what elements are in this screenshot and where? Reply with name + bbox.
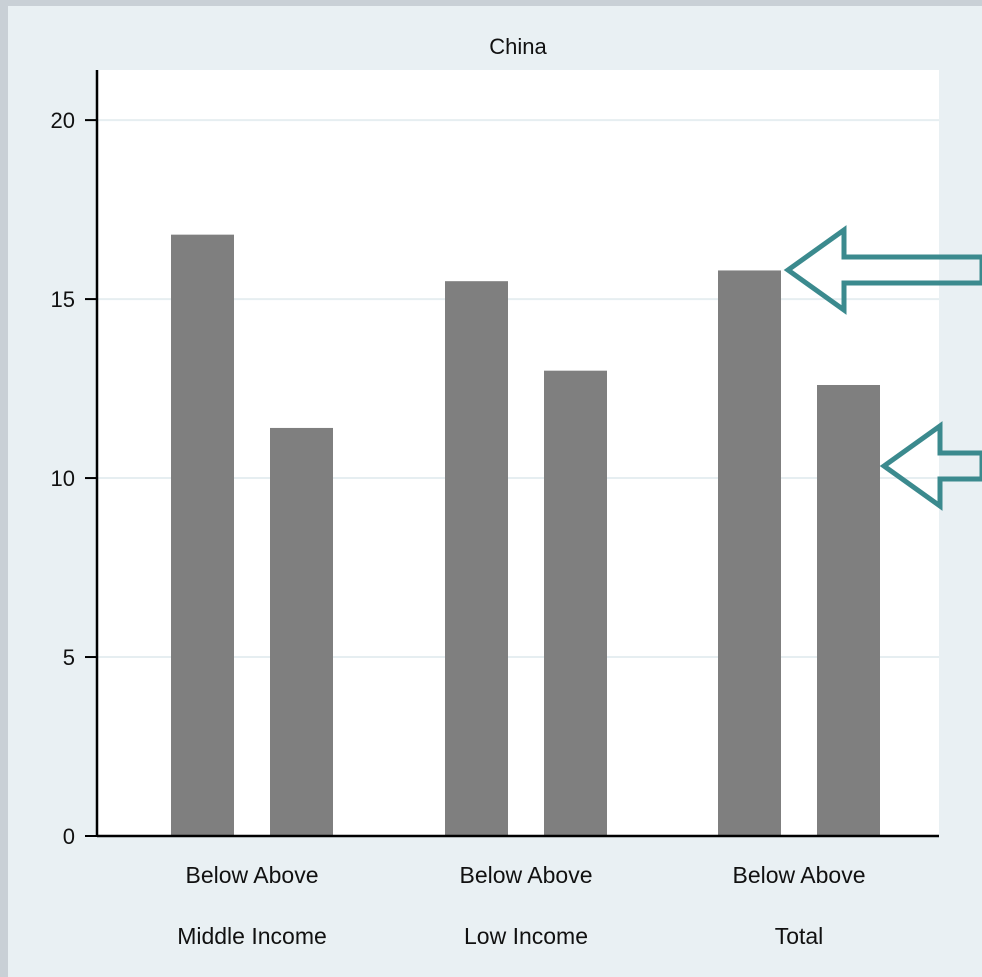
y-tick-label: 10 bbox=[51, 466, 75, 491]
chart-title: China bbox=[489, 34, 547, 59]
bar-sublabels: Below Above bbox=[460, 862, 593, 888]
y-tick-label: 5 bbox=[63, 645, 75, 670]
bar-sublabels: Below Above bbox=[733, 862, 866, 888]
bar bbox=[817, 384, 880, 836]
y-tick-label: 15 bbox=[51, 287, 75, 312]
bar-sublabels: Below Above bbox=[186, 862, 319, 888]
annotation-arrow bbox=[783, 225, 982, 315]
y-tick-label: 20 bbox=[51, 108, 75, 133]
group-label: Total bbox=[775, 923, 824, 949]
annotation-arrows bbox=[783, 225, 982, 511]
plot-area bbox=[97, 70, 939, 836]
bar bbox=[270, 427, 333, 836]
bar bbox=[544, 370, 607, 836]
y-tick-label: 0 bbox=[63, 824, 75, 849]
y-axis-ticks: 0 5 10 15 20 bbox=[51, 108, 97, 849]
grid-lines bbox=[97, 119, 939, 659]
bar bbox=[718, 270, 781, 836]
group-label: Low Income bbox=[464, 923, 588, 949]
x-axis-labels: Below Above Middle Income Below Above Low I… bbox=[177, 862, 865, 949]
group-label: Middle Income bbox=[177, 923, 327, 949]
annotation-arrow bbox=[879, 421, 982, 511]
bar bbox=[445, 281, 508, 837]
chart-figure: China 0 5 10 15 20 Below Above Middle Income B… bbox=[8, 6, 982, 977]
bar bbox=[171, 234, 234, 837]
bars bbox=[171, 234, 880, 837]
